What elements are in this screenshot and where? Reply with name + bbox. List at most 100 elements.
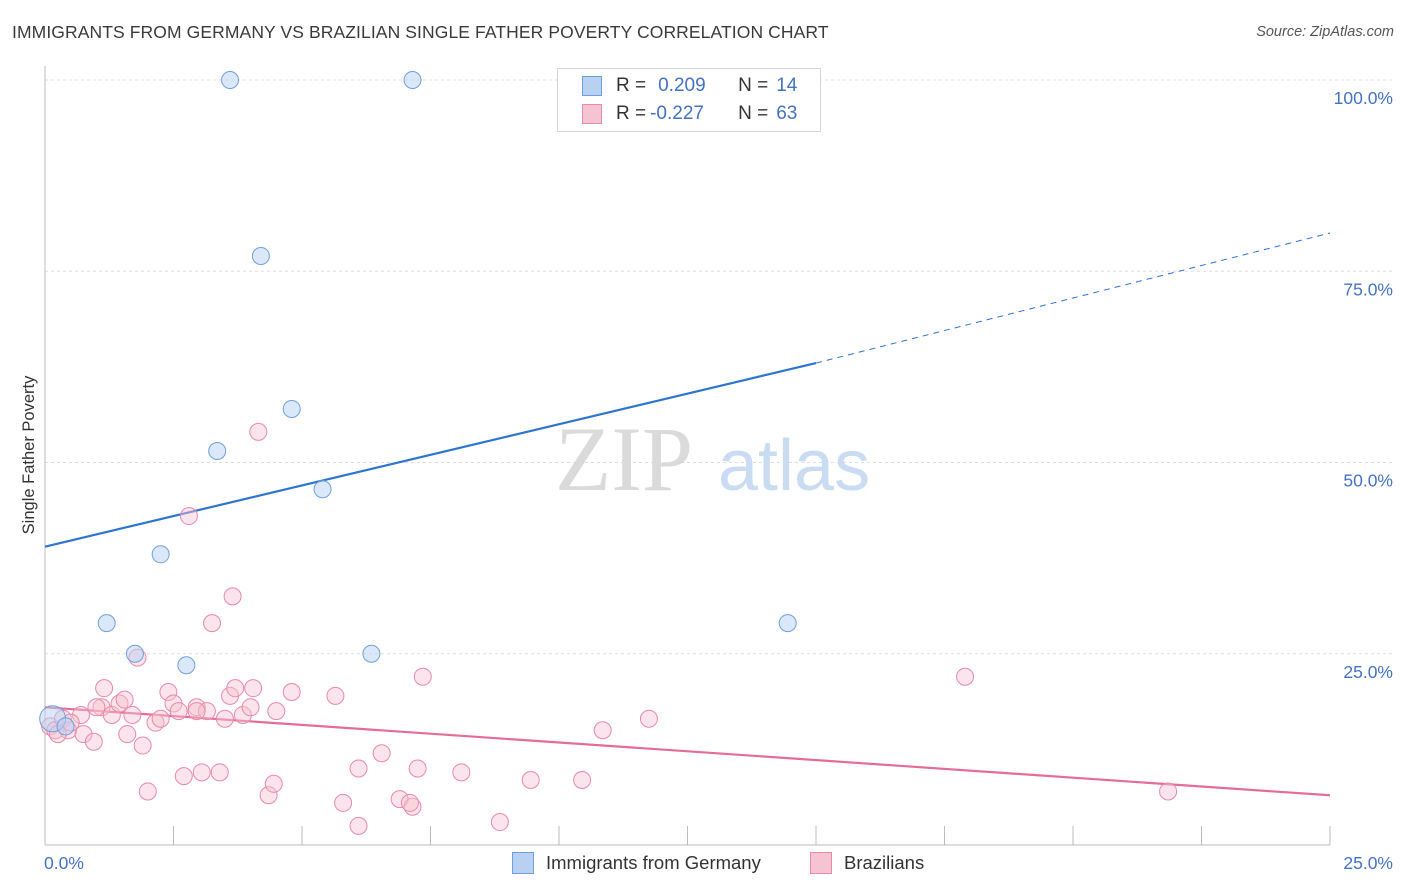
trend-line-germany xyxy=(44,361,817,548)
data-point-brazilians xyxy=(197,702,216,721)
data-point-brazilians xyxy=(138,782,157,801)
data-point-germany xyxy=(362,644,381,663)
legend-r-label: R = xyxy=(616,75,647,96)
data-point-brazilians xyxy=(187,698,206,717)
data-point-brazilians xyxy=(179,507,198,526)
data-point-brazilians xyxy=(159,683,178,701)
data-point-brazilians xyxy=(74,725,93,744)
chart-title: IMMIGRANTS FROM GERMANY VS BRAZILIAN SIN… xyxy=(12,22,829,42)
data-point-brazilians xyxy=(408,759,427,778)
bottom-legend-swatch-pink xyxy=(810,852,832,874)
legend-row-brazilians: R = -0.227 N = 63 xyxy=(582,100,797,128)
data-point-germany xyxy=(177,656,196,675)
data-point-germany xyxy=(403,71,422,89)
y-tick-label: 100.0% xyxy=(1334,88,1393,108)
data-point-brazilians xyxy=(956,667,975,686)
data-points xyxy=(39,71,1178,835)
data-point-brazilians xyxy=(349,816,368,835)
data-point-brazilians xyxy=(223,587,242,606)
data-point-brazilians xyxy=(264,774,283,793)
data-point-brazilians xyxy=(115,690,134,709)
data-point-brazilians xyxy=(203,614,222,633)
y-axis-label: Single Father Poverty xyxy=(20,375,38,534)
data-point-brazilians xyxy=(249,422,268,441)
legend-swatch-pink xyxy=(582,104,602,124)
legend-r-label: R = xyxy=(616,103,647,124)
axes xyxy=(44,66,1331,846)
data-point-brazilians xyxy=(326,686,345,705)
data-point-germany xyxy=(282,399,301,418)
data-point-brazilians xyxy=(226,679,245,698)
y-tick-label: 50.0% xyxy=(1343,471,1393,491)
data-point-brazilians xyxy=(84,732,103,751)
bottom-legend-label: Brazilians xyxy=(844,852,925,873)
data-point-brazilians xyxy=(349,759,368,778)
data-point-brazilians xyxy=(521,770,540,789)
y-tick-label: 75.0% xyxy=(1343,279,1393,299)
legend-n-value: 63 xyxy=(776,103,798,124)
data-point-germany xyxy=(56,717,75,736)
data-point-germany xyxy=(221,71,240,89)
data-point-brazilians xyxy=(210,763,229,782)
data-point-brazilians xyxy=(267,702,286,721)
legend-n-label: N = xyxy=(738,103,769,124)
y-tick-label: 25.0% xyxy=(1343,662,1393,682)
data-point-brazilians xyxy=(151,709,170,728)
data-point-brazilians xyxy=(573,770,592,789)
bottom-legend-label: Immigrants from Germany xyxy=(546,852,761,873)
watermark-atlas: atlas xyxy=(718,426,870,506)
data-point-brazilians xyxy=(452,763,471,782)
data-point-brazilians xyxy=(233,705,252,724)
x-tick-label: 0.0% xyxy=(44,853,84,873)
data-point-brazilians xyxy=(413,667,432,686)
legend-r-value: 0.209 xyxy=(658,75,706,96)
data-point-brazilians xyxy=(87,698,106,717)
grid-lines xyxy=(45,79,1395,655)
data-point-brazilians xyxy=(92,698,111,717)
data-point-brazilians xyxy=(372,744,391,763)
data-point-germany xyxy=(778,614,797,633)
data-point-brazilians xyxy=(241,698,260,717)
data-point-brazilians xyxy=(187,702,206,721)
data-point-brazilians xyxy=(490,813,509,832)
data-point-brazilians xyxy=(1159,782,1178,801)
legend-swatch-blue xyxy=(582,76,602,96)
data-point-brazilians xyxy=(169,702,188,721)
data-point-brazilians xyxy=(123,705,142,724)
data-point-germany xyxy=(208,442,227,461)
bottom-legend-swatch-blue xyxy=(512,852,534,874)
tick-labels: 25.0% 50.0% 75.0% 100.0% 0.0% 25.0% xyxy=(44,88,1393,873)
x-tick-label: 25.0% xyxy=(1343,853,1393,873)
data-point-brazilians xyxy=(118,725,137,744)
data-point-brazilians xyxy=(334,793,353,812)
bottom-legend-brazilians: Brazilians xyxy=(810,852,924,874)
data-point-germany xyxy=(313,480,332,499)
data-point-brazilians xyxy=(215,709,234,728)
chart-source: Source: ZipAtlas.com xyxy=(1256,24,1394,40)
data-point-germany xyxy=(97,614,116,633)
data-point-brazilians xyxy=(282,683,301,701)
bottom-legend-germany: Immigrants from Germany xyxy=(512,852,761,874)
data-point-brazilians xyxy=(400,793,419,812)
data-point-brazilians xyxy=(95,679,114,698)
data-point-brazilians xyxy=(71,705,90,724)
data-point-germany xyxy=(125,644,144,663)
trend-line-brazilians xyxy=(44,706,1331,797)
data-point-brazilians xyxy=(259,786,278,805)
legend-r-value: -0.227 xyxy=(650,103,704,124)
correlation-legend: R = 0.209 N = 14 R = -0.227 N = 63 xyxy=(557,68,821,132)
data-point-brazilians xyxy=(593,721,612,740)
trend-line-germany-projection xyxy=(815,232,1331,364)
watermark-zip: ZIP xyxy=(555,408,693,510)
data-point-brazilians xyxy=(244,679,263,698)
legend-n-value: 14 xyxy=(776,75,798,96)
watermark: ZIP atlas xyxy=(555,408,870,510)
data-point-brazilians xyxy=(133,736,152,755)
trend-lines xyxy=(44,232,1331,797)
data-point-germany xyxy=(251,246,270,265)
data-point-brazilians xyxy=(174,767,193,786)
data-point-brazilians xyxy=(192,763,211,782)
legend-row-germany: R = 0.209 N = 14 xyxy=(582,72,797,100)
legend-n-label: N = xyxy=(738,75,769,96)
